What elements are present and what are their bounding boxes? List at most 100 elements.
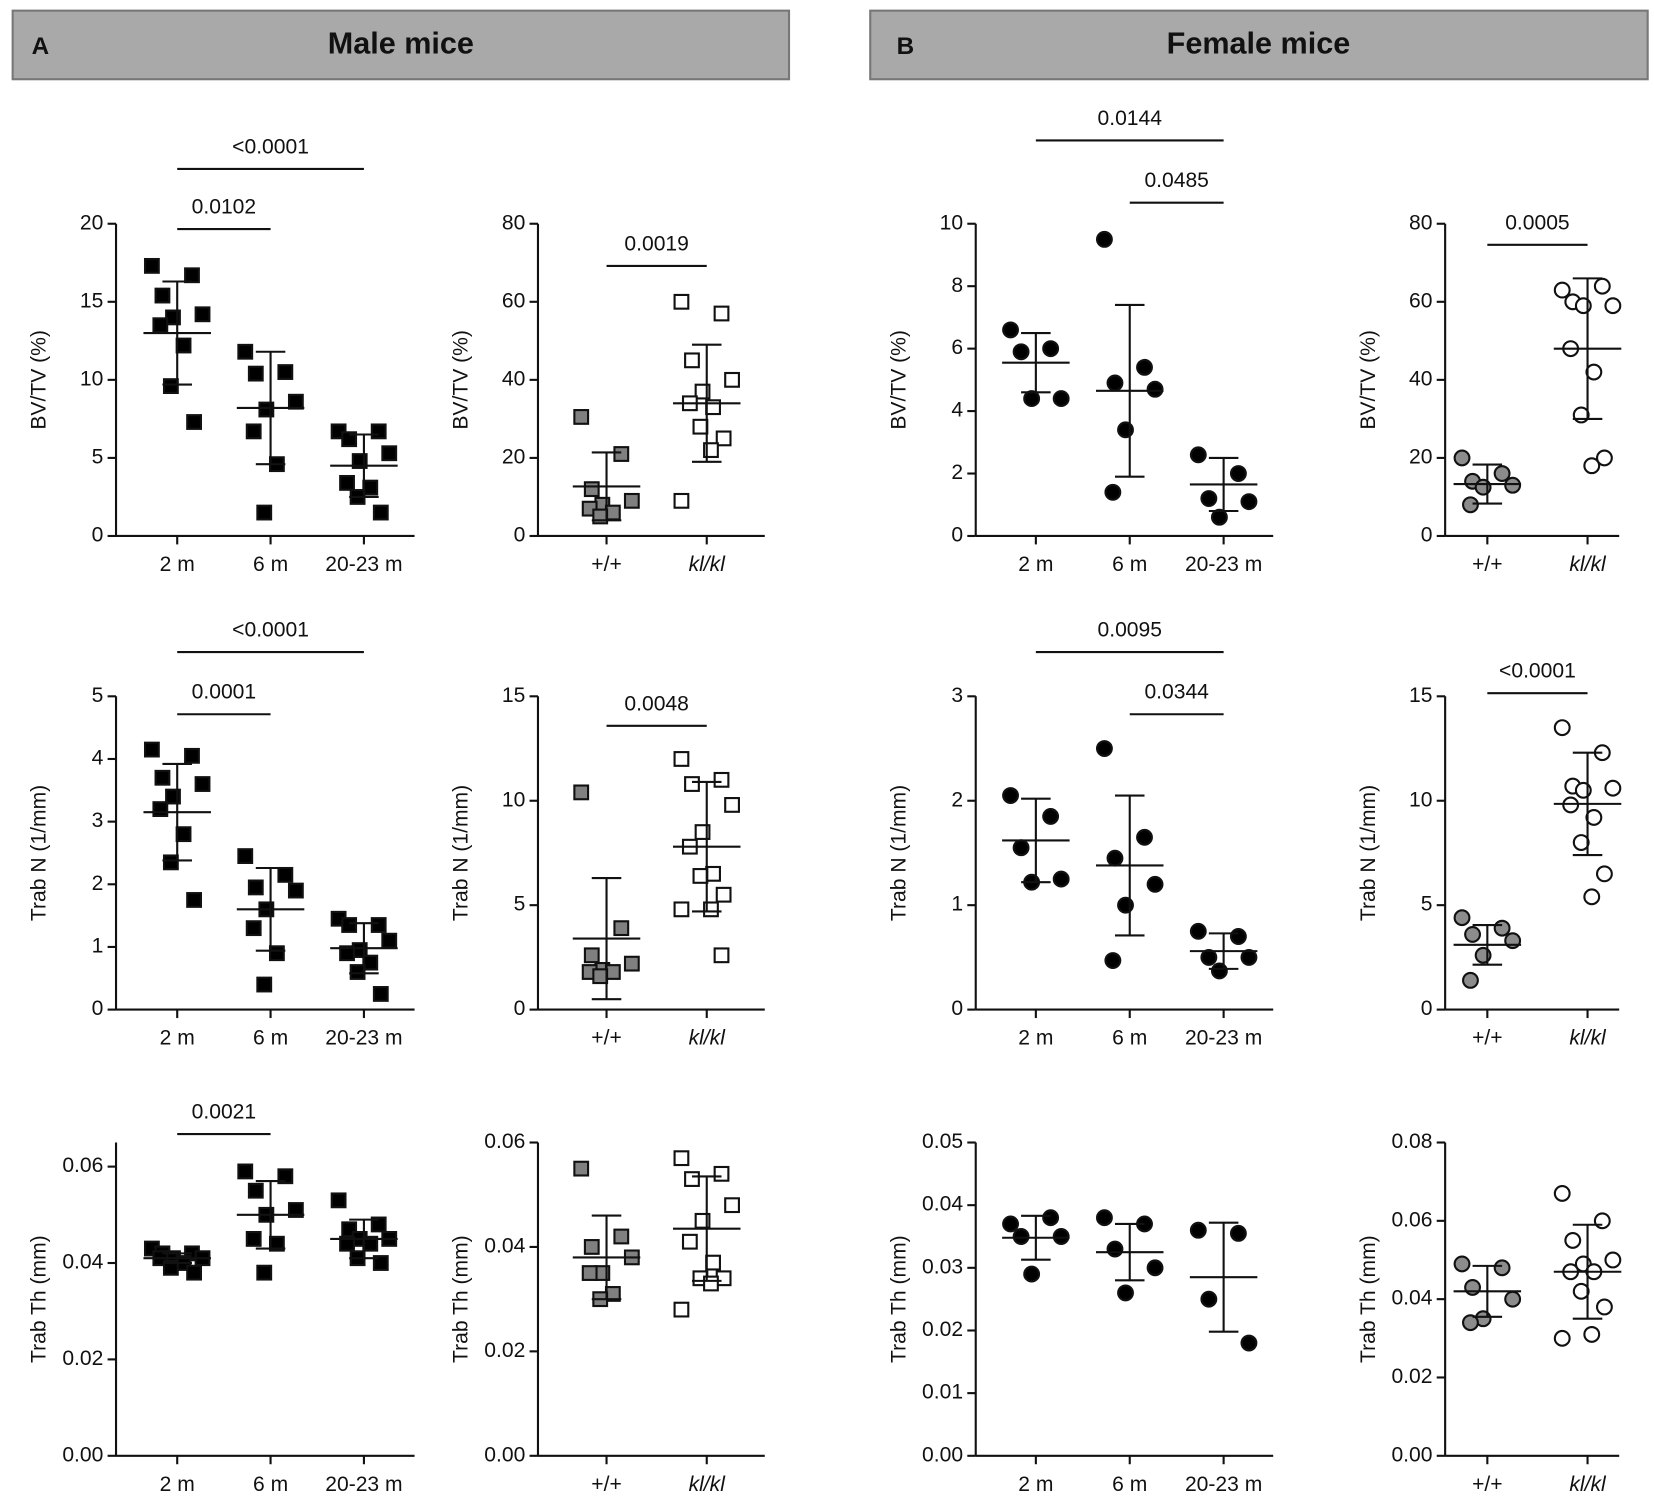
data-point	[573, 784, 590, 801]
data-point	[1042, 807, 1060, 825]
error-bar	[1472, 1264, 1503, 1318]
x-tick-label: 20-23 m	[325, 1027, 402, 1050]
data-point	[1464, 1278, 1482, 1296]
data-point	[1229, 928, 1247, 945]
y-tick-label: 10	[1409, 788, 1432, 811]
data-point	[237, 1163, 254, 1180]
data-point	[277, 364, 294, 380]
panel-letter: A	[32, 33, 50, 60]
data-point	[154, 287, 171, 304]
data-point	[1012, 839, 1030, 857]
data-point	[247, 365, 264, 382]
data-point	[713, 305, 730, 322]
data-point	[1136, 358, 1153, 376]
data-point	[613, 1228, 630, 1245]
data-point	[1095, 1209, 1113, 1227]
data-point	[613, 920, 630, 937]
y-axis-label: Trab Th (mm)	[28, 1235, 51, 1363]
data-point	[1012, 343, 1030, 361]
y-tick-label: 10	[80, 367, 103, 390]
data-point	[1572, 406, 1590, 424]
data-point	[186, 1264, 203, 1281]
data-point	[1604, 779, 1622, 797]
data-point	[1052, 1228, 1070, 1245]
y-tick-label: 20	[1409, 445, 1432, 468]
y-tick-label: 80	[1409, 211, 1432, 234]
error-bar	[1472, 463, 1503, 505]
data-point	[673, 901, 690, 918]
y-tick-label: 4	[92, 747, 104, 770]
data-point	[1106, 1240, 1124, 1258]
data-point	[143, 257, 160, 274]
data-point	[256, 504, 273, 521]
data-point	[245, 1230, 262, 1247]
y-tick-label: 40	[1409, 367, 1432, 390]
data-point	[184, 747, 200, 764]
x-tick-label: +/+	[591, 553, 621, 576]
data-point	[1453, 909, 1471, 927]
data-point	[186, 892, 203, 908]
data-point	[1104, 483, 1122, 501]
y-axis-label: BV/TV (%)	[450, 330, 473, 430]
x-tick-label: 2 m	[160, 1027, 195, 1050]
error-bar	[591, 1214, 622, 1301]
y-axis-label: Trab N (1/mm)	[887, 785, 910, 921]
data-point	[143, 741, 160, 758]
y-tick-label: 5	[1421, 893, 1433, 916]
data-point	[287, 882, 304, 899]
panel-title: Female mice	[1167, 27, 1351, 61]
x-tick-label: kl/kl	[1569, 1473, 1607, 1496]
error-bar	[1572, 751, 1603, 857]
data-point	[194, 776, 211, 792]
error-bar	[1208, 1221, 1239, 1333]
data-point	[1453, 1255, 1471, 1273]
y-tick-label: 0	[1421, 524, 1433, 547]
error-bar	[255, 350, 286, 466]
error-bar	[349, 433, 379, 499]
y-tick-label: 0.02	[484, 1339, 525, 1362]
y-tick-label: 10	[502, 788, 525, 811]
data-point	[681, 1233, 698, 1250]
y-tick-label: 0.00	[922, 1443, 963, 1466]
y-axis-label: Trab N (1/mm)	[28, 785, 51, 921]
data-point	[162, 854, 179, 871]
data-point	[573, 409, 590, 425]
data-point	[705, 1254, 721, 1271]
x-tick-label: 20-23 m	[1185, 1473, 1262, 1496]
data-point	[1012, 1228, 1030, 1245]
data-point	[1189, 1221, 1207, 1239]
x-tick-label: +/+	[591, 1027, 621, 1050]
x-tick-label: 20-23 m	[325, 553, 402, 576]
y-tick-label: 5	[92, 684, 104, 707]
data-point	[349, 964, 366, 980]
data-point	[713, 947, 730, 964]
data-point	[1564, 1231, 1582, 1249]
data-point	[1464, 925, 1482, 943]
data-point	[1604, 297, 1622, 315]
y-tick-label: 0.06	[1391, 1208, 1432, 1231]
data-point	[1585, 363, 1603, 381]
data-point	[1052, 870, 1070, 888]
error-bar	[1114, 1222, 1145, 1282]
y-tick-label: 0.00	[484, 1443, 525, 1466]
data-point	[339, 1235, 355, 1252]
data-point	[1229, 465, 1247, 482]
data-point	[370, 1216, 387, 1233]
data-point	[1493, 919, 1511, 937]
data-point	[724, 371, 740, 388]
data-point	[186, 414, 203, 430]
y-tick-label: 2	[951, 788, 963, 811]
data-point	[381, 445, 398, 462]
error-bar	[1472, 923, 1503, 966]
x-tick-label: 6 m	[1112, 553, 1147, 576]
data-point	[287, 393, 304, 410]
y-tick-label: 0.06	[62, 1154, 103, 1177]
data-point	[1493, 1259, 1511, 1277]
x-tick-label: 2 m	[1018, 1473, 1053, 1496]
y-tick-label: 0	[92, 524, 104, 547]
error-bar	[591, 451, 622, 522]
y-tick-label: 0.01	[922, 1381, 963, 1404]
data-point	[583, 947, 600, 964]
data-point	[724, 797, 740, 813]
